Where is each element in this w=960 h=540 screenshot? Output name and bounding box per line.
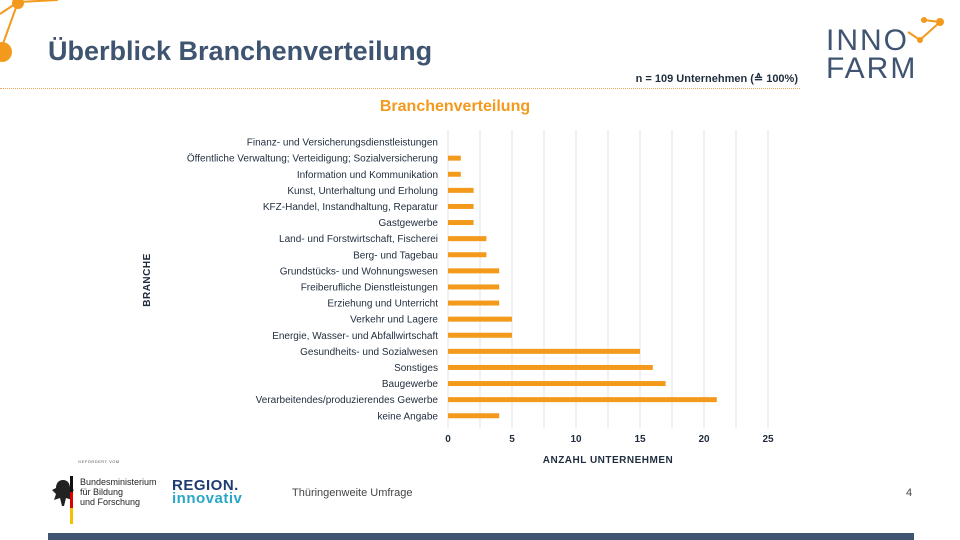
bar bbox=[448, 268, 500, 274]
page-number: 4 bbox=[906, 487, 913, 499]
category-label: Grundstücks- und Wohnungswesen bbox=[280, 266, 438, 277]
bar bbox=[448, 364, 653, 370]
category-label: keine Angabe bbox=[377, 411, 438, 422]
bar bbox=[448, 203, 474, 209]
header-divider bbox=[0, 88, 800, 89]
bar bbox=[448, 381, 666, 387]
category-label: Verkehr und Lagere bbox=[350, 315, 438, 326]
region-innovativ-logo-line1: REGION. bbox=[172, 477, 239, 494]
category-label: Energie, Wasser- und Abfallwirtschaft bbox=[272, 331, 438, 342]
federal-eagle-icon bbox=[52, 476, 74, 524]
ministry-line: für Bildung bbox=[80, 487, 124, 497]
category-label: Land- und Forstwirtschaft, Fischerei bbox=[279, 234, 438, 245]
footer-survey-label: Thüringenweite Umfrage bbox=[292, 487, 413, 499]
x-axis-label: ANZAHL UNTERNEHMEN bbox=[543, 455, 673, 466]
x-tick-label: 5 bbox=[509, 434, 515, 445]
x-tick-label: 25 bbox=[762, 434, 774, 445]
x-tick-label: 10 bbox=[570, 434, 582, 445]
bar bbox=[448, 316, 512, 322]
category-label: Information und Kommunikation bbox=[297, 170, 438, 181]
footer-bar bbox=[48, 533, 914, 540]
x-tick-label: 0 bbox=[445, 434, 451, 445]
logo-line2: FARM bbox=[826, 52, 918, 85]
decorative-network-graphic bbox=[0, 0, 59, 62]
bar bbox=[448, 413, 500, 419]
category-label: KFZ-Handel, Instandhaltung, Reparatur bbox=[263, 202, 439, 213]
category-label: Sonstiges bbox=[394, 363, 438, 374]
chart-title: Branchenverteilung bbox=[379, 98, 531, 115]
ministry-line: und Forschung bbox=[80, 497, 141, 507]
bar bbox=[448, 332, 512, 338]
bar bbox=[448, 284, 500, 290]
category-label: Gastgewerbe bbox=[379, 218, 439, 229]
y-axis-label: BRANCHE bbox=[142, 253, 153, 307]
sample-size-note: n = 109 Unternehmen (≙ 100%) bbox=[635, 73, 798, 85]
category-label: Baugewerbe bbox=[382, 379, 439, 390]
funded-by-label: GEFÖRDERT VOM bbox=[78, 459, 120, 464]
category-label: Berg- und Tagebau bbox=[353, 250, 438, 261]
bar bbox=[448, 155, 461, 161]
category-label: Kunst, Unterhaltung und Erholung bbox=[287, 186, 438, 197]
bar-chart: Finanz- und Versicherungsdienstleistunge… bbox=[142, 130, 774, 466]
ministry-name: Bundesministerium für Bildung und Forsch… bbox=[80, 477, 157, 507]
bar bbox=[448, 187, 474, 193]
bar bbox=[448, 236, 487, 242]
category-label: Gesundheits- und Sozialwesen bbox=[300, 347, 438, 358]
category-label: Verarbeitendes/produzierendes Gewerbe bbox=[256, 395, 439, 406]
region-innovativ-logo-line2: innovativ bbox=[172, 490, 243, 507]
x-tick-label: 20 bbox=[698, 434, 710, 445]
bar bbox=[448, 252, 487, 258]
bar bbox=[448, 300, 500, 306]
x-tick-label: 15 bbox=[634, 434, 646, 445]
logo-network-mark bbox=[907, 17, 944, 43]
ministry-line: Bundesministerium bbox=[80, 477, 157, 487]
page-title: Überblick Branchenverteilung bbox=[48, 36, 433, 66]
bar bbox=[448, 348, 640, 354]
category-label: Freiberufliche Dienstleistungen bbox=[301, 282, 438, 293]
category-label: Öffentliche Verwaltung; Verteidigung; So… bbox=[187, 153, 438, 165]
category-label: Finanz- und Versicherungsdienstleistunge… bbox=[247, 138, 438, 149]
bar bbox=[448, 171, 461, 177]
bar bbox=[448, 397, 717, 403]
logo-line1: INNO bbox=[826, 24, 909, 57]
bar bbox=[448, 220, 474, 226]
category-label: Erziehung und Unterricht bbox=[327, 299, 438, 310]
